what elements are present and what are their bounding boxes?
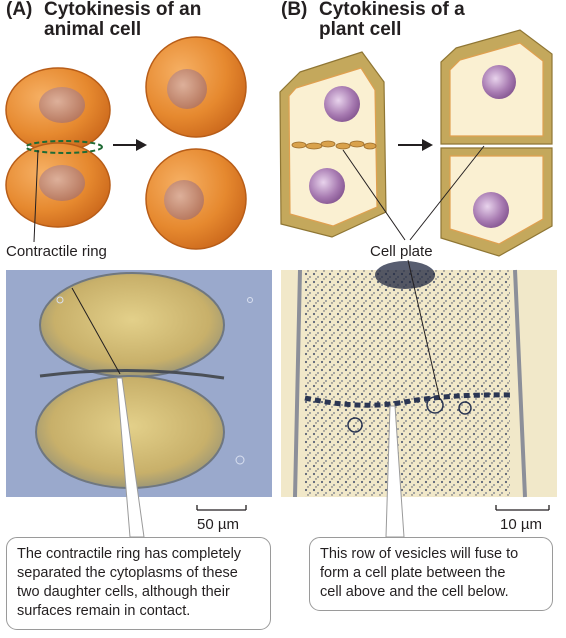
micrograph-plate-leader bbox=[407, 259, 441, 401]
cell-plate-label: Cell plate bbox=[370, 243, 433, 260]
panel-a-title-line1: Cytokinesis of an bbox=[44, 0, 202, 20]
dividing-plant-cell bbox=[279, 51, 387, 238]
contractile-ring-leader bbox=[33, 149, 39, 243]
caption-right-line: This row of vesicles will fuse to bbox=[320, 546, 519, 562]
panel-b-letter: (B) bbox=[281, 0, 308, 20]
panel-a-title: (A) Cytokinesis of an animal cell bbox=[6, 0, 201, 40]
dividing-animal-cell bbox=[5, 67, 111, 228]
panel-b-title: (B) Cytokinesis of a plant cell bbox=[281, 0, 465, 40]
animal-daughter-cells bbox=[145, 36, 247, 250]
contractile-ring bbox=[25, 140, 103, 154]
arrow-icon bbox=[398, 139, 433, 151]
panel-b-title-line1: Cytokinesis of a bbox=[319, 0, 465, 20]
scale-bar-left-label: 50 µm bbox=[197, 516, 239, 533]
contractile-ring-label: Contractile ring bbox=[6, 243, 107, 260]
micrograph-ring-leader bbox=[71, 287, 121, 375]
caption-right: This row of vesicles will fuse to form a… bbox=[309, 537, 553, 611]
scale-bar-right-label: 10 µm bbox=[500, 516, 542, 533]
panel-a-letter: (A) bbox=[6, 0, 33, 20]
panel-b-title-line2: plant cell bbox=[319, 19, 402, 40]
arrow-icon bbox=[113, 139, 147, 151]
caption-right-line: form a cell plate between the bbox=[320, 565, 506, 581]
plant-daughter-cells bbox=[440, 29, 553, 257]
caption-right-line: cell above and the cell below. bbox=[320, 584, 509, 600]
panel-a-title-line2: animal cell bbox=[44, 19, 142, 40]
animal-cell-micrograph bbox=[6, 270, 272, 497]
caption-left-line: separated the cytoplasms of these bbox=[17, 565, 238, 581]
vesicle-row bbox=[291, 140, 377, 150]
caption-left: The contractile ring has completely sepa… bbox=[6, 537, 271, 630]
caption-left-line: The contractile ring has completely bbox=[17, 546, 242, 562]
cell-plate-leader-left bbox=[342, 149, 406, 241]
plant-cell-micrograph bbox=[281, 261, 557, 498]
caption-left-line: surfaces remain in contact. bbox=[17, 603, 191, 619]
cell-plate-leader-right bbox=[409, 145, 485, 241]
caption-left-line: two daughter cells, although their bbox=[17, 584, 230, 600]
